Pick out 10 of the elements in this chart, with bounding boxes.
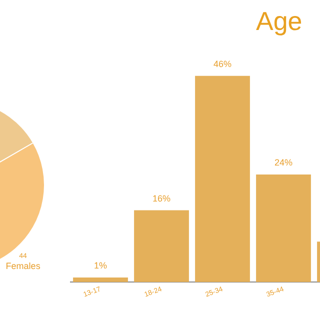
data-label: 16% [152,193,171,204]
bar [134,210,189,282]
bar [256,174,311,282]
data-label: 1% [94,260,108,270]
slice-label: Females [6,261,41,272]
data-label: 46% [213,58,232,69]
chart-title: Age [256,6,302,37]
bar [195,76,250,282]
bar [73,278,128,282]
data-label: 24% [274,157,293,168]
